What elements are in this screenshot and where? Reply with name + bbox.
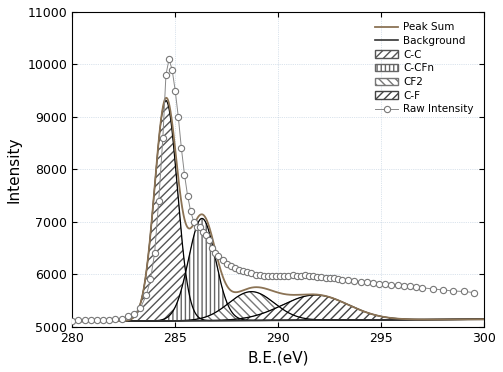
X-axis label: B.E.(eV): B.E.(eV) bbox=[247, 350, 309, 365]
Y-axis label: Intensity: Intensity bbox=[7, 136, 22, 202]
Legend: Peak Sum, Background, C-C, C-CFn, CF2, C-F, Raw Intensity: Peak Sum, Background, C-C, C-CFn, CF2, C… bbox=[370, 17, 479, 119]
